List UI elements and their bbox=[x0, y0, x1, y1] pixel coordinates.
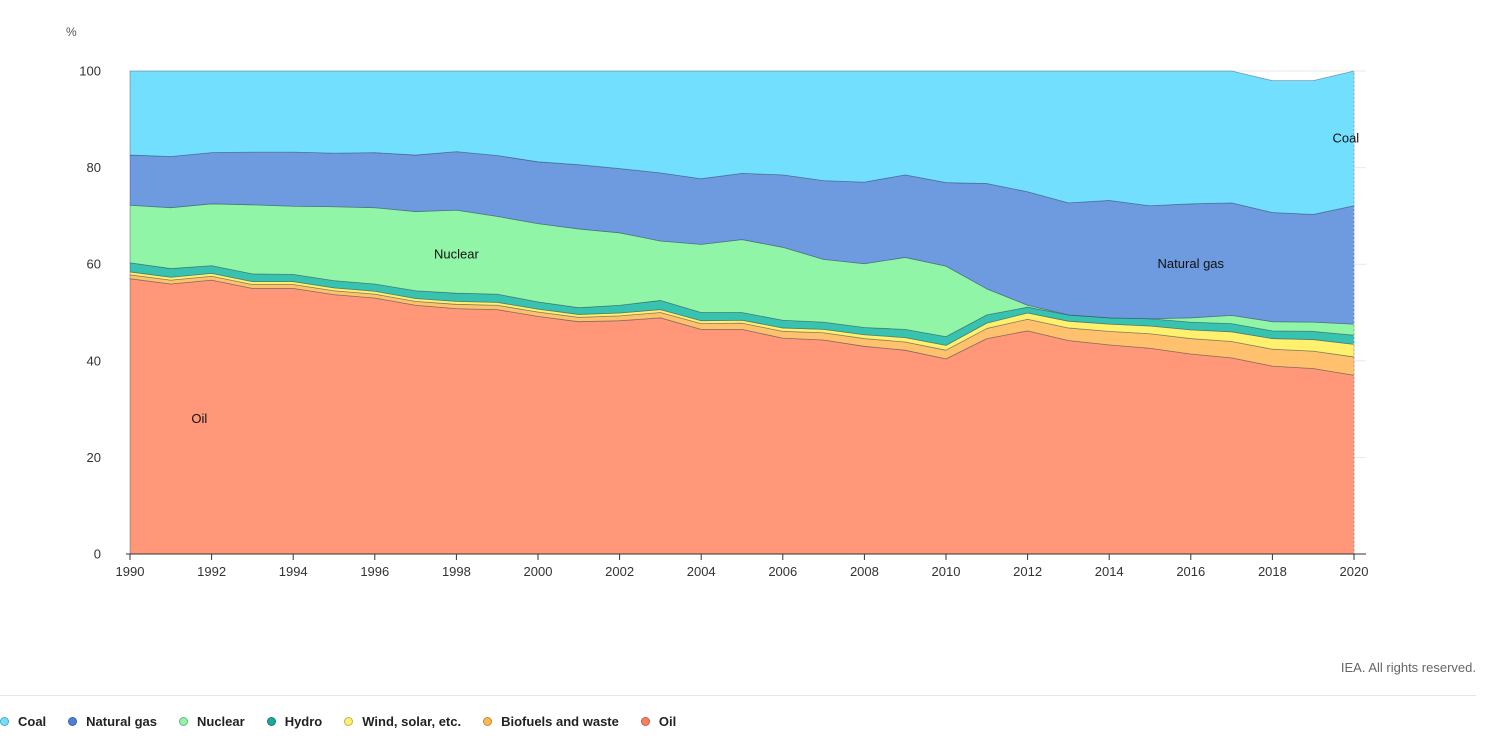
area-annotations: Oil Nuclear Natural gas Coal bbox=[191, 131, 1359, 426]
legend-label-nuclear: Nuclear bbox=[196, 714, 245, 729]
x-tick-label-2016: 2016 bbox=[1176, 564, 1205, 579]
x-tick-label-1998: 1998 bbox=[442, 564, 471, 579]
tick-labels: 1990 1992 1994 1996 1998 2000 2002 2004 2006 2008… bbox=[79, 64, 1368, 580]
legend-item-natural-gas[interactable]: Natural gas bbox=[68, 714, 157, 729]
annotation-natural-gas: Natural gas bbox=[1158, 256, 1225, 271]
x-tick-label-2000: 2000 bbox=[524, 564, 553, 579]
x-tick-label-2014: 2014 bbox=[1095, 564, 1124, 579]
area-coal[interactable] bbox=[129, 70, 1355, 215]
legend: Coal Natural gas Nuclear Hydro Wind, sol… bbox=[0, 714, 698, 729]
legend-swatch-natural-gas bbox=[68, 717, 78, 726]
legend-label-oil: Oil bbox=[658, 714, 677, 729]
x-tick-label-2012: 2012 bbox=[1013, 564, 1042, 579]
legend-label-biofuels: Biofuels and waste bbox=[501, 714, 619, 729]
y-tick-label-0: 0 bbox=[94, 547, 101, 562]
x-tick-label-1996: 1996 bbox=[360, 564, 389, 579]
y-tick-label-20: 20 bbox=[87, 450, 101, 465]
x-tick-label-2002: 2002 bbox=[605, 564, 634, 579]
legend-divider bbox=[0, 695, 1476, 696]
legend-label-natural-gas: Natural gas bbox=[86, 714, 157, 729]
stacked-area-chart: 1990 1992 1994 1996 1998 2000 2002 2004 2006 2008… bbox=[66, 25, 1368, 580]
area-series bbox=[129, 70, 1355, 555]
y-tick-label-40: 40 bbox=[87, 353, 101, 368]
x-tick-label-1992: 1992 bbox=[197, 564, 226, 579]
credit-text: IEA. All rights reserved. bbox=[1340, 660, 1476, 675]
y-tick-label-60: 60 bbox=[87, 257, 101, 272]
x-tick-label-2004: 2004 bbox=[687, 564, 716, 579]
legend-item-nuclear[interactable]: Nuclear bbox=[178, 714, 245, 729]
legend-swatch-coal bbox=[0, 717, 9, 726]
x-tick-label-2020: 2020 bbox=[1340, 564, 1369, 579]
annotation-oil: Oil bbox=[191, 411, 207, 426]
legend-item-coal[interactable]: Coal bbox=[0, 714, 46, 729]
y-axis-unit: % bbox=[66, 25, 77, 39]
x-tick-label-1994: 1994 bbox=[279, 564, 308, 579]
legend-label-coal: Coal bbox=[18, 714, 47, 729]
axes bbox=[126, 553, 1366, 560]
legend-swatch-wind-solar bbox=[344, 717, 354, 726]
legend-swatch-hydro bbox=[266, 717, 276, 726]
x-tick-label-2010: 2010 bbox=[932, 564, 961, 579]
x-tick-label-1990: 1990 bbox=[116, 564, 145, 579]
y-tick-label-100: 100 bbox=[79, 64, 101, 79]
legend-item-biofuels[interactable]: Biofuels and waste bbox=[483, 714, 619, 729]
x-tick-label-2018: 2018 bbox=[1258, 564, 1287, 579]
legend-swatch-biofuels bbox=[483, 717, 493, 726]
legend-swatch-oil bbox=[640, 717, 650, 726]
legend-item-wind-solar[interactable]: Wind, solar, etc. bbox=[344, 714, 461, 729]
legend-swatch-nuclear bbox=[178, 717, 188, 726]
y-tick-label-80: 80 bbox=[87, 160, 101, 175]
x-tick-label-2008: 2008 bbox=[850, 564, 879, 579]
legend-label-hydro: Hydro bbox=[284, 714, 323, 729]
legend-item-oil[interactable]: Oil bbox=[640, 714, 677, 729]
legend-label-wind-solar: Wind, solar, etc. bbox=[362, 714, 462, 729]
legend-item-hydro[interactable]: Hydro bbox=[266, 714, 323, 729]
x-tick-label-2006: 2006 bbox=[768, 564, 797, 579]
annotation-coal: Coal bbox=[1332, 131, 1359, 146]
annotation-nuclear: Nuclear bbox=[434, 247, 479, 262]
